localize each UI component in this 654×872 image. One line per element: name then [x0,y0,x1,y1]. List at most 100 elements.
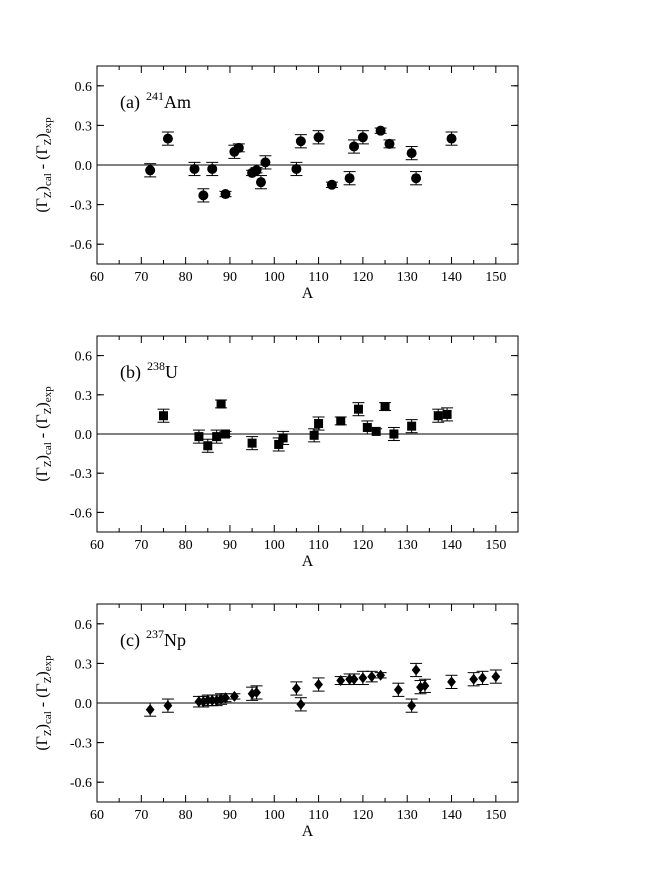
y-tick-label: 0.0 [75,428,93,443]
y-tick-label: -0.3 [70,467,92,482]
y-axis-label-part: - (Γ [34,145,51,173]
x-axis-label: A [302,823,314,840]
data-point [221,429,231,439]
x-tick-label: 140 [441,538,462,553]
data-point [194,432,204,442]
x-tick-label: 80 [179,538,193,553]
y-axis-label-subscript: cal [42,173,54,186]
x-tick-label: 140 [441,808,462,823]
y-axis-label-part: (Γ [34,198,51,213]
y-tick-label: -0.6 [70,238,92,253]
data-point [407,700,417,712]
panel-letter: (c) [120,630,140,651]
data-point [478,672,487,684]
data-point [194,696,204,708]
panel-label: (c) 237Np [120,627,186,651]
y-axis-label-subscript: Z [42,676,54,683]
x-tick-label: 110 [308,808,328,823]
y-tick-label: 0.6 [75,80,93,95]
data-point [313,132,324,143]
data-point [212,432,222,442]
y-axis-label-part: ) [34,455,51,460]
data-point [367,671,377,683]
y-axis-label-part: ) [34,186,51,191]
data-point [216,399,226,409]
data-point [336,416,346,426]
y-tick-label: 0.0 [75,159,93,174]
data-point [233,142,244,153]
x-tick-label: 90 [223,808,237,823]
y-axis-label-subscript: exp [42,386,54,402]
data-point [292,682,301,694]
y-tick-label: 0.3 [75,657,93,672]
data-point [221,692,230,704]
data-point [407,421,417,431]
y-axis-label: (ΓZ)cal - (ΓZ)exp [34,655,54,751]
y-axis-label: (ΓZ)cal - (ΓZ)exp [34,117,54,213]
x-tick-label: 140 [441,270,462,285]
y-tick-label: -0.6 [70,506,92,521]
y-axis-label-part: ) [34,402,51,407]
x-tick-label: 60 [90,808,104,823]
data-point [255,177,266,188]
data-point [380,402,390,412]
x-axis-label: A [302,285,314,302]
x-tick-label: 70 [134,538,148,553]
data-point [433,411,443,421]
data-point [198,190,209,201]
x-tick-label: 100 [264,808,285,823]
data-point [411,173,422,184]
x-tick-label: 150 [485,538,506,553]
y-tick-label: 0.3 [75,119,93,134]
y-axis-label-part: - (Γ [34,414,51,442]
panel-label: (a) 241Am [120,89,191,113]
data-point [207,694,217,706]
x-tick-label: 110 [308,270,328,285]
x-axis-label: A [302,553,314,570]
data-point [295,136,306,147]
data-point [189,163,200,174]
data-point [247,438,257,448]
data-point [309,430,319,440]
y-axis-label-part: (Γ [34,467,51,482]
data-point [207,163,218,174]
data-point [375,125,386,136]
chart-panel-3: 60 70 80 90 100 110 120 130 140 150 -0.6 -0.3 0.0 0.3… [34,603,519,840]
data-point [252,686,261,698]
data-point [362,422,372,432]
y-axis-label-subscript: cal [42,442,54,455]
data-point [420,680,430,692]
data-point [349,673,359,685]
x-tick-label: 130 [397,538,418,553]
x-tick-label: 130 [397,270,418,285]
chart-panel-2: 60 70 80 90 100 110 120 130 140 150 -0.6 -0.3 0.0 0.3… [34,335,519,570]
y-tick-label: -0.3 [70,199,92,214]
data-point [358,672,368,684]
y-axis-label-part: ) [34,671,51,676]
data-point [344,173,355,184]
x-tick-label: 120 [352,538,373,553]
y-axis-label-part: - (Γ [34,683,51,711]
isotope-symbol: Am [164,92,191,112]
data-point [229,690,239,702]
data-point [314,419,324,429]
y-tick-label: -0.3 [70,737,92,752]
y-axis-label-subscript: Z [42,460,54,467]
x-tick-label: 90 [223,270,237,285]
y-tick-label: 0.6 [75,618,93,633]
isotope-symbol: Np [164,630,186,650]
x-tick-label: 120 [352,270,373,285]
panel-letter: (b) [120,362,141,383]
data-point [357,132,368,143]
isotope-mass-number: 238 [147,359,165,373]
chart-panel-1: 60 70 80 90 100 110 120 130 140 150 -0.6 -0.3 0.0 0.3… [34,65,519,302]
data-point [411,664,421,676]
y-axis-label-part: (Γ [34,736,51,751]
data-point [251,165,262,176]
data-point [260,157,271,168]
y-axis-label-subscript: Z [42,138,54,145]
data-point [145,704,155,716]
data-point [326,179,337,190]
